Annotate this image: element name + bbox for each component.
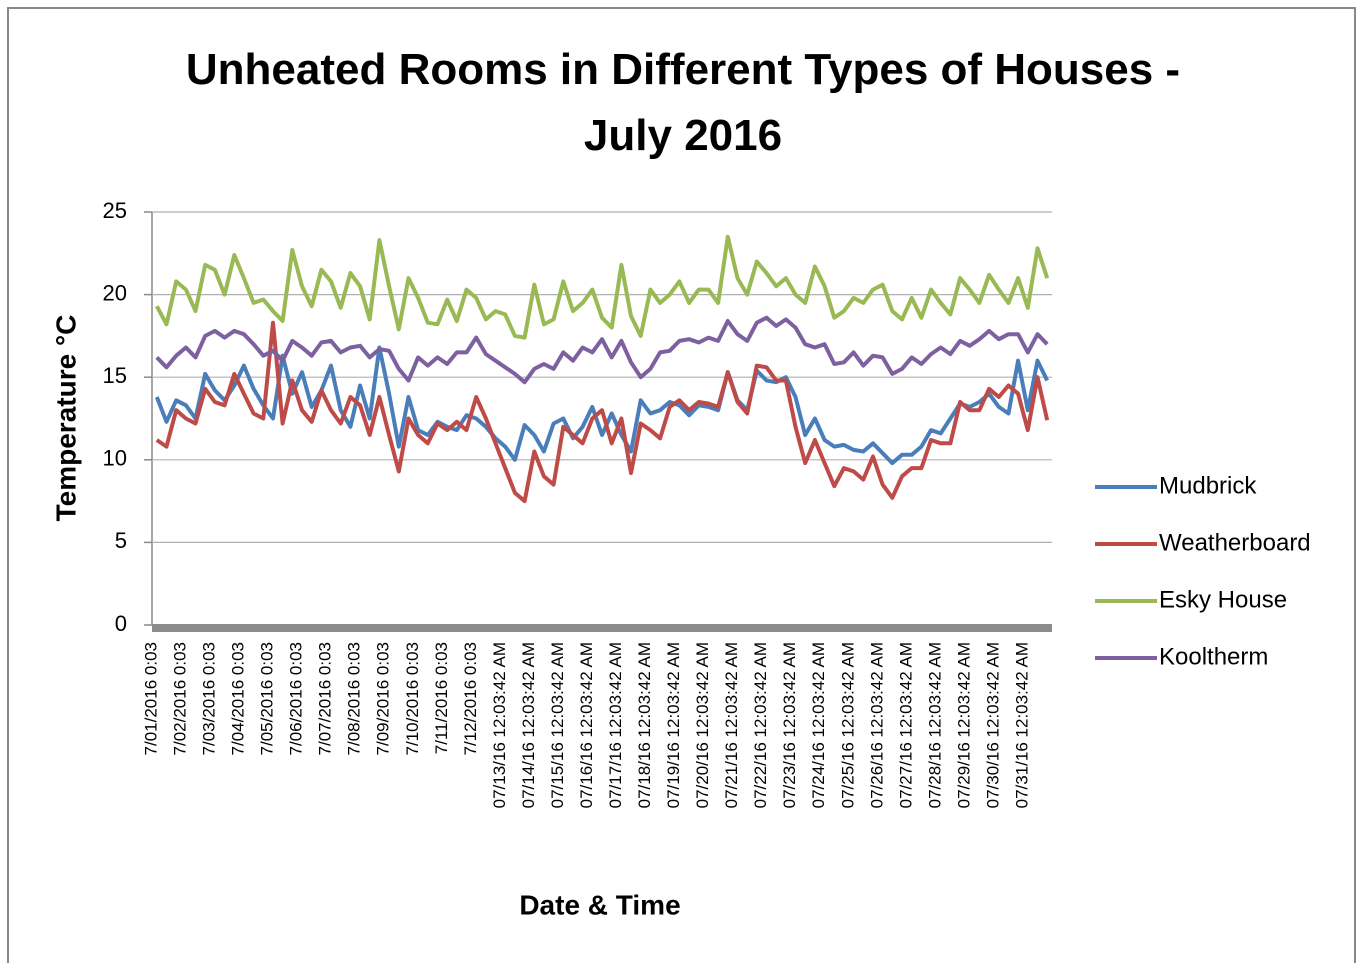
chart-title: Unheated Rooms in Different Types of Hou… [186,45,1180,160]
x-tick-label: 07/29/16 12:03:42 AM [954,642,973,808]
x-tick-label: 07/31/16 12:03:42 AM [1012,642,1031,808]
x-tick-label: 07/28/16 12:03:42 AM [925,642,944,808]
x-tick-label: 7/02/2016 0:03 [171,642,190,755]
x-axis-title: Date & Time [519,889,680,920]
series-line [155,315,1049,385]
x-tick-label: 7/03/2016 0:03 [200,642,219,755]
legend-label: Weatherboard [1159,529,1311,556]
x-tick-label: 7/10/2016 0:03 [403,642,422,755]
x-tick-label: 7/12/2016 0:03 [461,642,480,755]
y-tick-label: 25 [103,198,127,223]
legend-label: Esky House [1159,586,1287,613]
x-tick-label: 07/18/16 12:03:42 AM [635,642,654,808]
x-tick-label: 07/13/16 12:03:42 AM [490,642,509,808]
series-line [155,320,1050,504]
x-tick-label: 07/16/16 12:03:42 AM [577,642,596,808]
series-line [154,345,1049,466]
x-tick-label: 07/20/16 12:03:42 AM [693,642,712,808]
legend-label: Mudbrick [1159,472,1257,499]
x-axis [152,624,1052,632]
x-tick-label: 7/06/2016 0:03 [287,642,306,755]
x-tick-label: 7/05/2016 0:03 [258,642,277,755]
x-tick-label: 07/30/16 12:03:42 AM [983,642,1002,808]
x-tick-label: 7/08/2016 0:03 [345,642,364,755]
y-tick-label: 20 [103,280,127,305]
x-tick-label: 7/09/2016 0:03 [374,642,393,755]
x-tick-label: 07/22/16 12:03:42 AM [751,642,770,808]
y-tick-label: 5 [115,528,127,553]
x-tick-label: 07/14/16 12:03:42 AM [519,642,538,808]
x-tick-label: 7/01/2016 0:03 [141,642,160,755]
x-tick-label: 07/21/16 12:03:42 AM [722,642,741,808]
x-tick-label: 07/25/16 12:03:42 AM [838,642,857,808]
y-axis-title: Temperature °C [50,315,81,522]
x-tick-label: 07/19/16 12:03:42 AM [664,642,683,808]
x-tick-label: 07/26/16 12:03:42 AM [867,642,886,808]
series-line [155,234,1050,340]
x-tick-label: 7/11/2016 0:03 [432,642,451,754]
x-tick-label: 7/04/2016 0:03 [229,642,248,755]
y-tick-label: 10 [103,446,127,471]
x-tick-label: 07/17/16 12:03:42 AM [606,642,625,808]
x-tick-label: 07/27/16 12:03:42 AM [896,642,915,808]
y-tick-label: 15 [103,363,127,388]
x-tick-label: 7/07/2016 0:03 [316,642,335,755]
x-tick-label: 07/15/16 12:03:42 AM [548,642,567,808]
x-tick-label: 07/24/16 12:03:42 AM [809,642,828,808]
legend-label: Kooltherm [1159,643,1268,670]
x-tick-label: 07/23/16 12:03:42 AM [780,642,799,808]
y-tick-label: 0 [115,611,127,636]
